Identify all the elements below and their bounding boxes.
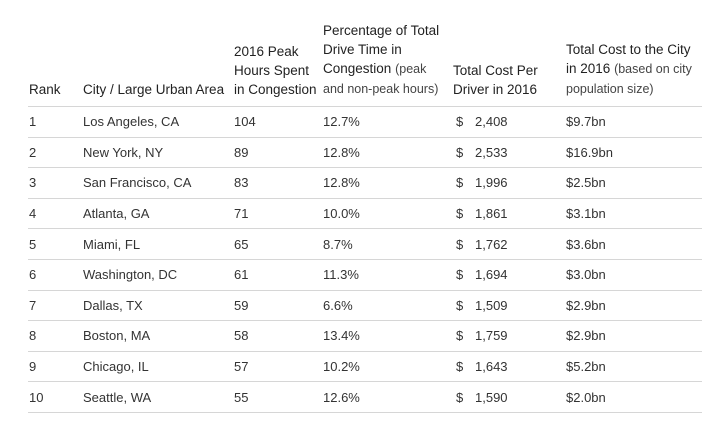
- header-cost-city: Total Cost to the City in 2016 (based on…: [566, 40, 702, 99]
- currency-symbol: $: [456, 389, 464, 405]
- rank-cell: 6: [29, 267, 37, 283]
- percentage-cell: 8.7%: [323, 236, 353, 252]
- peak-hours-cell: 65: [234, 236, 249, 252]
- peak-hours-cell: 61: [234, 267, 249, 283]
- cost-driver-cell: 1,861: [475, 206, 508, 222]
- cost-city-cell: $3.6bn: [566, 236, 606, 252]
- rank-cell: 3: [29, 175, 37, 191]
- rank-cell: 8: [29, 328, 37, 344]
- rank-cell: 9: [29, 359, 37, 375]
- cost-city-cell: $2.0bn: [566, 389, 606, 405]
- currency-symbol: $: [456, 328, 464, 344]
- percentage-cell: 11.3%: [323, 267, 359, 283]
- city-cell: Atlanta, GA: [83, 206, 150, 222]
- header-cost-city-note: (based on city population size): [566, 62, 692, 96]
- cost-driver-cell: 1,762: [475, 236, 508, 252]
- cost-city-cell: $3.1bn: [566, 206, 606, 222]
- header-city: City / Large Urban Area: [83, 82, 225, 97]
- cost-city-cell: $2.9bn: [566, 328, 606, 344]
- table-row: 6 Washington, DC 61 11.3% $1,694 $3.0bn: [28, 260, 702, 291]
- rank-cell: 10: [29, 389, 44, 405]
- currency-symbol: $: [456, 297, 464, 313]
- rank-cell: 2: [29, 144, 37, 160]
- city-cell: Dallas, TX: [83, 297, 143, 313]
- table-row: 1 Los Angeles, CA 104 12.7% $2,408 $9.7bn: [28, 107, 702, 138]
- city-cell: New York, NY: [83, 144, 164, 160]
- currency-symbol: $: [456, 359, 464, 375]
- percentage-cell: 10.0%: [323, 206, 360, 222]
- header-peak-hours: 2016 Peak Hours Spent in Congestion: [234, 44, 317, 97]
- percentage-cell: 12.6%: [323, 389, 360, 405]
- city-cell: Seattle, WA: [83, 389, 152, 405]
- rank-cell: 7: [29, 297, 37, 313]
- cost-city-cell: $2.5bn: [566, 175, 606, 191]
- rank-cell: 1: [29, 114, 37, 130]
- percentage-cell: 6.6%: [323, 297, 353, 313]
- currency-symbol: $: [456, 267, 464, 283]
- peak-hours-cell: 104: [234, 114, 256, 130]
- header-percentage-main: Percentage of Total Drive Time in Conges…: [323, 23, 440, 76]
- peak-hours-cell: 57: [234, 359, 249, 375]
- header-percentage-note: (peak and non-peak hours): [323, 62, 439, 96]
- cost-city-cell: $9.7bn: [566, 114, 606, 130]
- cost-driver-cell: 1,759: [475, 328, 508, 344]
- cost-driver-cell: 1,509: [475, 297, 508, 313]
- peak-hours-cell: 58: [234, 328, 249, 344]
- city-cell: Washington, DC: [83, 267, 178, 283]
- table-header: Rank City / Large Urban Area 2016 Peak H…: [28, 0, 702, 107]
- table-row: 4 Atlanta, GA 71 10.0% $1,861 $3.1bn: [28, 199, 702, 230]
- currency-symbol: $: [456, 144, 464, 160]
- table-row: 8 Boston, MA 58 13.4% $1,759 $2.9bn: [28, 321, 702, 352]
- cost-city-cell: $16.9bn: [566, 144, 613, 160]
- cost-driver-cell: 2,408: [475, 114, 508, 130]
- cost-driver-cell: 1,643: [475, 359, 508, 375]
- table-row: 2 New York, NY 89 12.8% $2,533 $16.9bn: [28, 138, 702, 169]
- header-cost-city-main: Total Cost to the City in 2016: [566, 42, 691, 76]
- currency-symbol: $: [456, 175, 464, 191]
- table-row: 5 Miami, FL 65 8.7% $1,762 $3.6bn: [28, 229, 702, 260]
- cost-driver-cell: 2,533: [475, 144, 508, 160]
- percentage-cell: 13.4%: [323, 328, 360, 344]
- header-cost-driver: Total Cost Per Driver in 2016: [453, 63, 538, 97]
- header-rank: Rank: [29, 82, 61, 97]
- percentage-cell: 10.2%: [323, 359, 360, 375]
- peak-hours-cell: 71: [234, 206, 249, 222]
- percentage-cell: 12.8%: [323, 175, 360, 191]
- percentage-cell: 12.8%: [323, 144, 360, 160]
- header-percentage: Percentage of Total Drive Time in Conges…: [323, 21, 441, 99]
- rank-cell: 4: [29, 206, 37, 222]
- table-row: 10 Seattle, WA 55 12.6% $1,590 $2.0bn: [28, 382, 702, 413]
- table-body: 1 Los Angeles, CA 104 12.7% $2,408 $9.7bn 2 New…: [28, 107, 702, 413]
- peak-hours-cell: 89: [234, 144, 249, 160]
- city-cell: Chicago, IL: [83, 359, 149, 375]
- city-cell: Los Angeles, CA: [83, 114, 180, 130]
- peak-hours-cell: 83: [234, 175, 249, 191]
- city-cell: Boston, MA: [83, 328, 151, 344]
- currency-symbol: $: [456, 206, 464, 222]
- currency-symbol: $: [456, 114, 464, 130]
- city-cell: Miami, FL: [83, 236, 141, 252]
- city-cell: San Francisco, CA: [83, 175, 192, 191]
- table-row: 3 San Francisco, CA 83 12.8% $1,996 $2.5bn: [28, 168, 702, 199]
- cost-driver-cell: 1,590: [475, 389, 508, 405]
- percentage-cell: 12.7%: [323, 114, 360, 130]
- cost-city-cell: $2.9bn: [566, 297, 606, 313]
- congestion-table: Rank City / Large Urban Area 2016 Peak H…: [28, 0, 702, 413]
- currency-symbol: $: [456, 236, 464, 252]
- cost-city-cell: $5.2bn: [566, 359, 606, 375]
- cost-driver-cell: 1,996: [475, 175, 508, 191]
- peak-hours-cell: 59: [234, 297, 249, 313]
- table-row: 9 Chicago, IL 57 10.2% $1,643 $5.2bn: [28, 352, 702, 383]
- cost-city-cell: $3.0bn: [566, 267, 606, 283]
- rank-cell: 5: [29, 236, 37, 252]
- cost-driver-cell: 1,694: [475, 267, 508, 283]
- peak-hours-cell: 55: [234, 389, 249, 405]
- table-row: 7 Dallas, TX 59 6.6% $1,509 $2.9bn: [28, 291, 702, 322]
